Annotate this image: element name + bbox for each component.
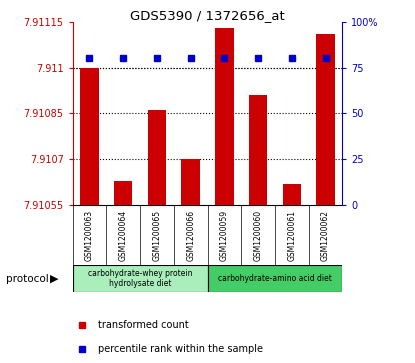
Bar [208, 265, 342, 292]
Text: GSM1200063: GSM1200063 [85, 210, 94, 261]
Text: carbohydrate-whey protein
hydrolysate diet: carbohydrate-whey protein hydrolysate di… [88, 269, 192, 288]
Bar [114, 181, 132, 205]
Text: transformed count: transformed count [98, 321, 188, 330]
Bar [181, 159, 200, 205]
Bar [215, 28, 234, 205]
Text: carbohydrate-amino acid diet: carbohydrate-amino acid diet [218, 274, 332, 283]
Bar [148, 110, 166, 205]
Text: GSM1200064: GSM1200064 [119, 210, 128, 261]
Bar [73, 265, 208, 292]
Text: GSM1200061: GSM1200061 [287, 210, 296, 261]
Text: percentile rank within the sample: percentile rank within the sample [98, 344, 263, 354]
Text: protocol: protocol [6, 274, 49, 284]
Text: GSM1200062: GSM1200062 [321, 210, 330, 261]
Text: GSM1200060: GSM1200060 [254, 210, 263, 261]
Text: GSM1200059: GSM1200059 [220, 210, 229, 261]
Text: ▶: ▶ [50, 274, 58, 284]
Bar [283, 184, 301, 205]
Bar [316, 34, 335, 205]
Text: GSM1200066: GSM1200066 [186, 210, 195, 261]
Text: GDS5390 / 1372656_at: GDS5390 / 1372656_at [130, 9, 285, 22]
Text: GSM1200065: GSM1200065 [152, 210, 161, 261]
Bar [80, 68, 99, 205]
Bar [249, 95, 267, 205]
